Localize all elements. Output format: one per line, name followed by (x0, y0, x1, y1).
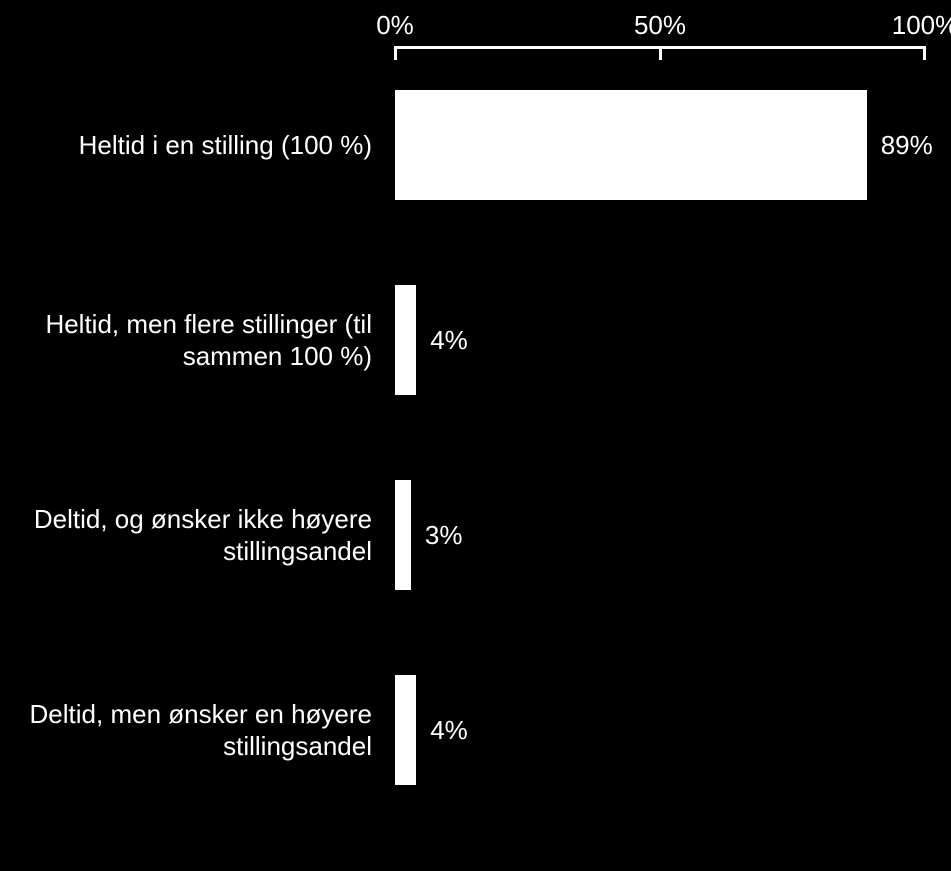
bar (395, 90, 867, 200)
x-axis: 0% 50% 100% (395, 10, 925, 55)
value-label: 3% (411, 480, 463, 590)
bar (395, 285, 416, 395)
axis-tick-label: 0% (376, 10, 414, 41)
category-label: Deltid, men ønsker en høyere stillingsan… (10, 655, 380, 805)
plot-area: Heltid i en stilling (100 %) 89% Heltid,… (395, 70, 925, 850)
axis-tick-label: 50% (634, 10, 686, 41)
bar-row: Deltid, og ønsker ikke høyere stillingsa… (10, 460, 925, 610)
axis-tick-label: 100% (892, 10, 951, 41)
bar-container: 4% (395, 675, 925, 785)
category-label: Heltid, men flere stillinger (til sammen… (10, 265, 380, 415)
bar-chart: 0% 50% 100% Heltid i en stilling (100 %)… (0, 0, 951, 871)
bar-container: 4% (395, 285, 925, 395)
bar (395, 480, 411, 590)
axis-tick (659, 46, 662, 60)
bar (395, 675, 416, 785)
value-label: 89% (867, 90, 933, 200)
bar-row: Heltid, men flere stillinger (til sammen… (10, 265, 925, 415)
axis-tick (394, 46, 397, 60)
bar-container: 3% (395, 480, 925, 590)
bar-row: Heltid i en stilling (100 %) 89% (10, 70, 925, 220)
category-label: Deltid, og ønsker ikke høyere stillingsa… (10, 460, 380, 610)
bar-container: 89% (395, 90, 925, 200)
axis-tick (923, 46, 926, 60)
value-label: 4% (416, 675, 468, 785)
category-label: Heltid i en stilling (100 %) (10, 70, 380, 220)
value-label: 4% (416, 285, 468, 395)
bar-row: Deltid, men ønsker en høyere stillingsan… (10, 655, 925, 805)
